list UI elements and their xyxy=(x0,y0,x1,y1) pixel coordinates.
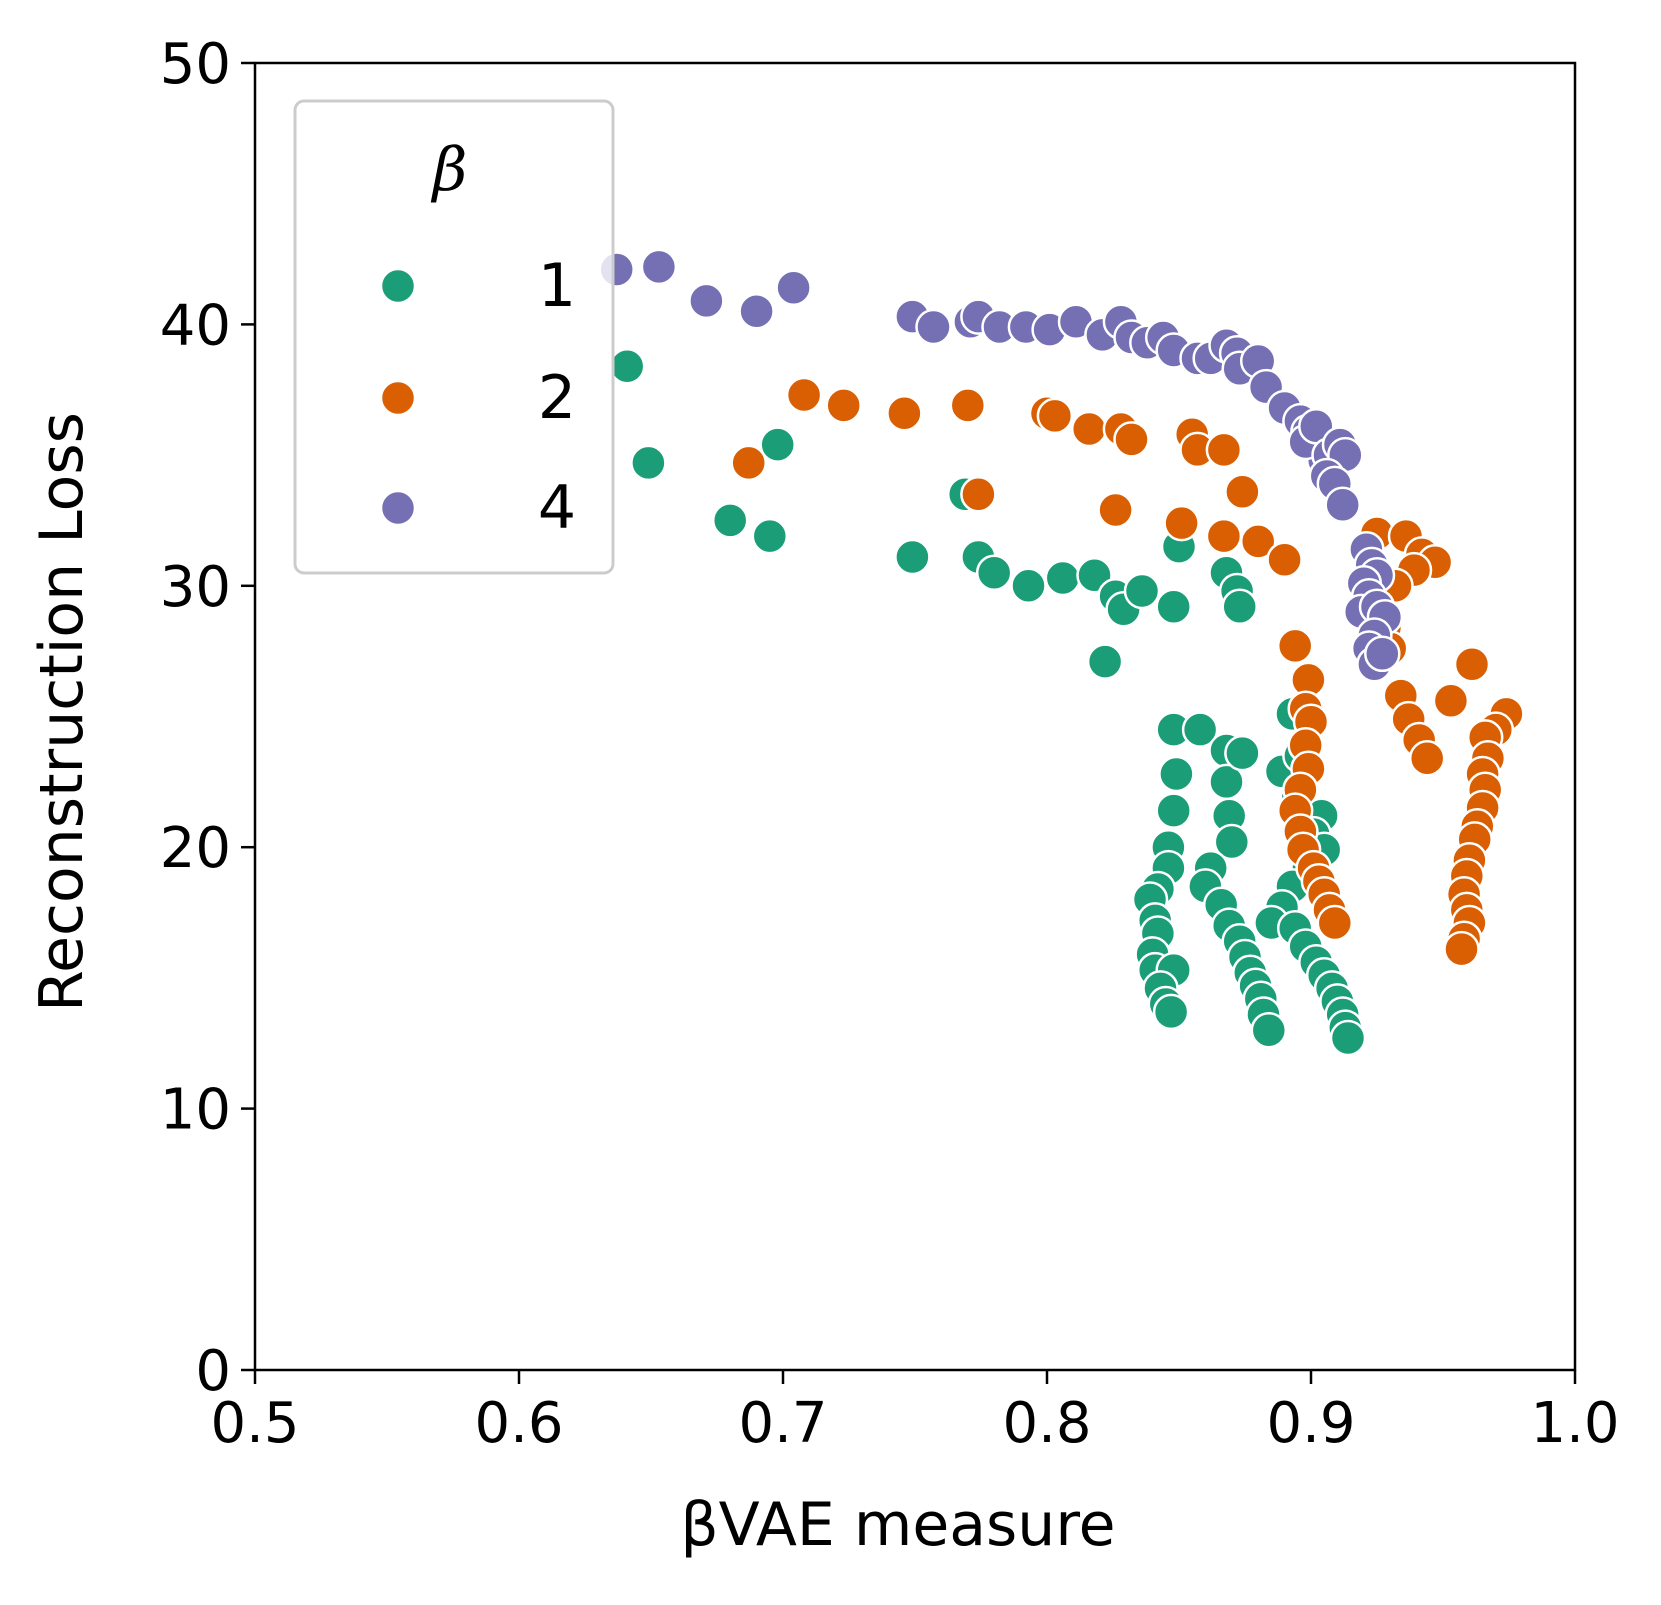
legend-marker-1 xyxy=(379,267,417,305)
legend: β 1 2 4 xyxy=(293,99,615,575)
legend-box xyxy=(293,99,615,575)
x-axis-title: βVAE measure xyxy=(680,1490,1115,1560)
data-point-beta-2 xyxy=(785,376,823,414)
data-point-beta-2 xyxy=(1224,473,1261,510)
data-point-beta-2 xyxy=(1070,410,1108,448)
data-point-beta-4 xyxy=(688,282,725,320)
data-point-beta-2 xyxy=(1276,627,1314,665)
data-point-beta-1 xyxy=(711,502,749,539)
data-point-beta-4 xyxy=(640,248,678,286)
data-point-beta-1 xyxy=(751,517,789,555)
data-point-beta-4 xyxy=(775,269,812,307)
axis-ticks: 0.5 0.6 0.7 0.8 0.9 1.0 0 10 20 30 40 50 xyxy=(160,32,1620,1456)
data-point-beta-1 xyxy=(1155,588,1192,625)
data-point-beta-1 xyxy=(1152,993,1190,1031)
data-point-beta-1 xyxy=(1250,1011,1288,1049)
data-point-beta-4 xyxy=(915,308,952,346)
data-point-beta-2 xyxy=(1432,682,1470,720)
x-tick-label: 0.6 xyxy=(474,1391,563,1456)
data-point-beta-2 xyxy=(949,387,987,424)
data-point-beta-2 xyxy=(1097,491,1134,529)
data-point-beta-1 xyxy=(1158,755,1195,793)
legend-marker-2 xyxy=(379,379,417,417)
y-tick-label: 50 xyxy=(160,32,231,97)
legend-label-4: 4 xyxy=(538,473,576,543)
data-point-beta-4 xyxy=(738,293,775,330)
y-tick-label: 30 xyxy=(160,555,231,620)
x-tick-label: 0.8 xyxy=(1002,1391,1091,1456)
data-point-beta-1 xyxy=(1155,792,1192,829)
data-points xyxy=(598,248,1525,1057)
data-point-beta-2 xyxy=(1453,645,1491,683)
data-point-beta-1 xyxy=(1329,1019,1367,1057)
y-tick-label: 0 xyxy=(195,1339,231,1404)
y-tick-label: 20 xyxy=(160,816,231,881)
data-point-beta-1 xyxy=(1213,823,1251,861)
data-point-beta-4 xyxy=(1324,486,1361,524)
y-tick-label: 10 xyxy=(160,1078,231,1143)
plot-frame xyxy=(253,61,1577,1372)
data-point-beta-2 xyxy=(825,387,862,424)
data-point-beta-1 xyxy=(975,554,1013,591)
data-point-beta-2 xyxy=(1239,523,1277,560)
data-point-beta-1 xyxy=(1181,711,1219,748)
data-point-beta-1 xyxy=(1044,559,1082,597)
y-tick-label: 40 xyxy=(160,293,231,358)
data-point-beta-2 xyxy=(1408,740,1446,777)
data-point-beta-2 xyxy=(730,444,767,482)
data-point-beta-2 xyxy=(1036,397,1074,435)
data-point-beta-1 xyxy=(630,444,667,482)
data-point-beta-2 xyxy=(1205,517,1243,555)
legend-label-1: 1 xyxy=(538,251,576,321)
data-point-beta-2 xyxy=(1266,541,1303,578)
data-point-beta-2 xyxy=(886,395,923,432)
x-tick-label: 0.9 xyxy=(1266,1391,1355,1456)
data-point-beta-2 xyxy=(1113,421,1150,458)
data-point-beta-2 xyxy=(960,476,997,513)
legend-label-2: 2 xyxy=(538,363,576,433)
data-point-beta-1 xyxy=(1221,588,1258,625)
y-axis-title: Reconstruction Loss xyxy=(27,412,97,1012)
x-tick-label: 0.7 xyxy=(738,1391,827,1456)
data-point-beta-2 xyxy=(1205,431,1243,469)
data-point-beta-4 xyxy=(1364,635,1401,673)
data-point-beta-1 xyxy=(759,426,796,463)
data-point-beta-1 xyxy=(1123,572,1161,610)
data-point-beta-1 xyxy=(894,538,931,576)
x-tick-label: 0.5 xyxy=(210,1391,299,1456)
data-point-beta-2 xyxy=(1316,904,1354,942)
legend-marker-4 xyxy=(379,489,417,527)
data-point-beta-1 xyxy=(1224,734,1261,772)
data-point-beta-1 xyxy=(608,347,646,385)
data-point-beta-1 xyxy=(1086,643,1124,680)
legend-title: β xyxy=(431,135,468,205)
data-point-beta-2 xyxy=(1443,930,1480,968)
data-point-beta-1 xyxy=(1010,567,1047,605)
x-tick-label: 1.0 xyxy=(1530,1391,1619,1456)
data-point-beta-2 xyxy=(1163,504,1200,542)
